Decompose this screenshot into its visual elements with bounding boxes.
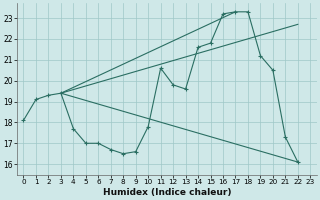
X-axis label: Humidex (Indice chaleur): Humidex (Indice chaleur) xyxy=(103,188,231,197)
